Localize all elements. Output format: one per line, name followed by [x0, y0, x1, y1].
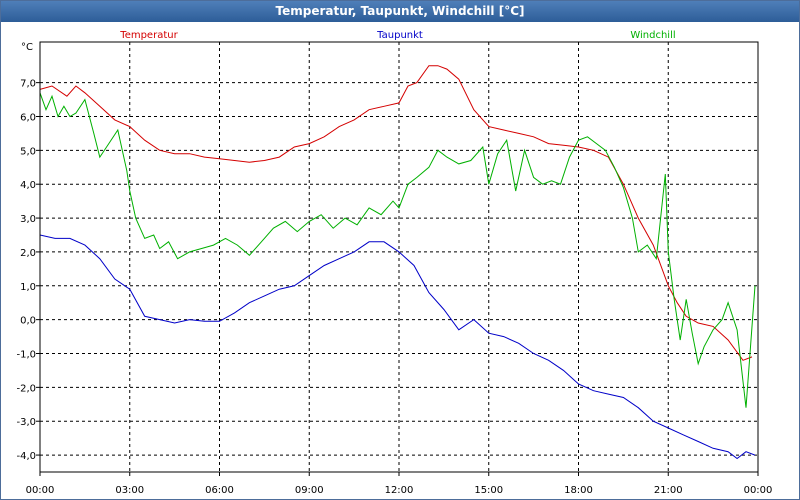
y-tick-label: 1,0	[20, 282, 36, 293]
y-unit-label: °C	[21, 42, 33, 53]
y-tick-label: -2,0	[16, 383, 36, 394]
y-tick-label: -1,0	[16, 349, 36, 360]
y-tick-label: 3,0	[20, 214, 36, 225]
x-tick-time: 00:00	[744, 485, 773, 496]
y-tick-label: 5,0	[20, 146, 36, 157]
x-tick-time: 09:00	[295, 485, 324, 496]
series-line-windchill	[39, 92, 756, 408]
y-tick-label: -4,0	[16, 451, 36, 462]
y-tick-label: 7,0	[20, 79, 36, 90]
chart-title: Temperatur, Taupunkt, Windchill [°C]	[1, 1, 799, 22]
x-tick-time: 21:00	[654, 485, 683, 496]
grid-layer	[40, 42, 758, 472]
series-line-temperatur	[39, 65, 753, 361]
legend-temperatur: Temperatur	[119, 30, 178, 41]
x-tick-time: 00:00	[26, 485, 55, 496]
x-tick-time: 03:00	[115, 485, 144, 496]
y-tick-label: -3,0	[16, 417, 36, 428]
chart-canvas: 7,0 6,0 5,0 4,0 3,0 2,0 1,0 0,0 -1,0 -2,0 -3,0 -4,0…	[16, 30, 773, 496]
y-tick-label: 6,0	[20, 112, 36, 123]
series-line-taupunkt	[39, 234, 756, 460]
y-tick-label: 2,0	[20, 248, 36, 259]
x-tick-time: 15:00	[474, 485, 503, 496]
x-tick-time: 06:00	[205, 485, 234, 496]
series-layer	[39, 65, 756, 460]
axis-layer	[36, 41, 759, 476]
y-tick-label: 0,0	[20, 316, 36, 327]
x-tick-time: 18:00	[564, 485, 593, 496]
legend-taupunkt: Taupunkt	[376, 30, 423, 41]
x-tick-time: 12:00	[385, 485, 414, 496]
plot-frame	[39, 41, 759, 473]
legend-windchill: Windchill	[630, 30, 675, 41]
y-tick-label: 4,0	[20, 180, 36, 191]
label-layer: 7,0 6,0 5,0 4,0 3,0 2,0 1,0 0,0 -1,0 -2,0 -3,0 -4,0…	[16, 30, 773, 496]
